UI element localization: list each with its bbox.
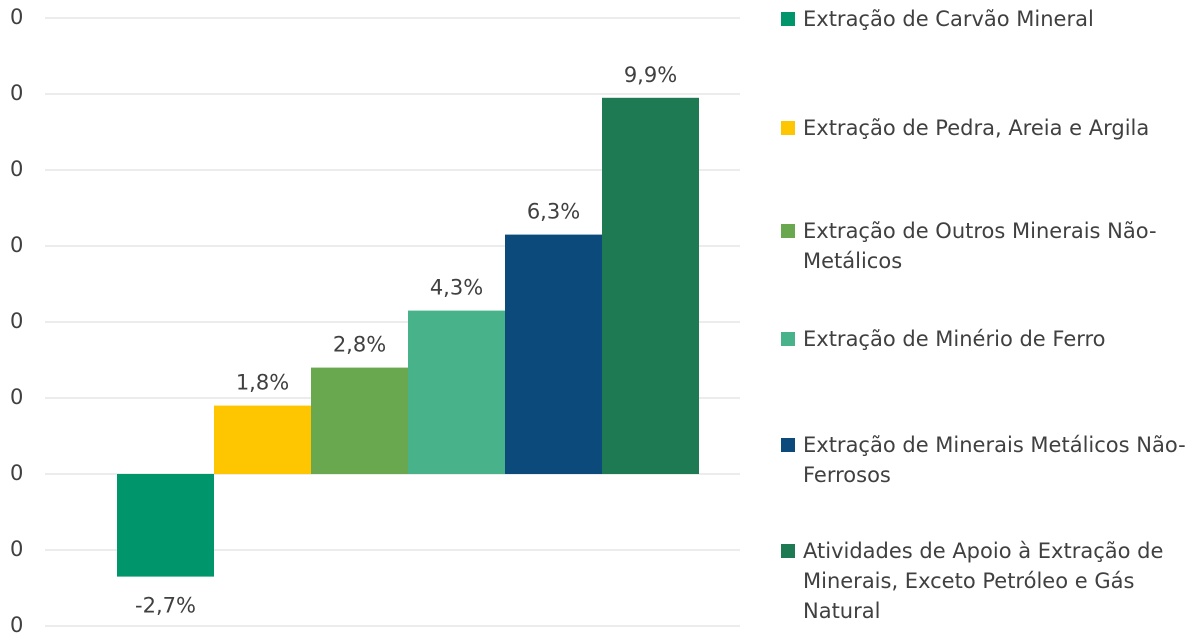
y-tick-label: 0 [10, 385, 23, 409]
legend-label: Extração de Carvão Mineral [803, 7, 1094, 31]
legend-label: Extração de Pedra, Areia e Argila [803, 116, 1150, 140]
chart: 0 0 0 0 0 0 0 0 0 -2,7% 1,8% 2,8% 4,3% 6,3% 9,9% [10, 5, 740, 634]
value-label: 2,8% [333, 333, 386, 357]
bar [311, 367, 408, 474]
legend-item: Atividades de Apoio à Extração de Minera… [781, 536, 1186, 626]
value-label: -2,7% [135, 594, 196, 618]
bar [408, 310, 505, 474]
y-tick-label: 0 [10, 233, 23, 257]
bar [602, 97, 699, 475]
value-label: 9,9% [624, 63, 677, 87]
y-tick-label: 0 [10, 613, 23, 634]
bar [505, 234, 602, 474]
legend-label: Extração de Outros Minerais Não-Metálico… [803, 219, 1157, 273]
legend-swatch [781, 544, 795, 558]
y-tick-label: 0 [10, 309, 23, 333]
legend-swatch [781, 121, 795, 135]
value-label: 4,3% [430, 276, 483, 300]
y-tick-label: 0 [10, 157, 23, 181]
legend-item: Extração de Minério de Ferro [781, 324, 1186, 354]
legend-item: Extração de Outros Minerais Não-Metálico… [781, 216, 1186, 276]
legend-label: Extração de Minerais Metálicos Não-Ferro… [803, 433, 1186, 487]
legend-label: Extração de Minério de Ferro [803, 327, 1106, 351]
legend-swatch [781, 332, 795, 346]
y-tick-label: 0 [10, 5, 23, 29]
y-tick-label: 0 [10, 81, 23, 105]
y-tick-label: 0 [10, 461, 23, 485]
value-label: 1,8% [236, 371, 289, 395]
legend-swatch [781, 224, 795, 238]
legend-item: Extração de Pedra, Areia e Argila [781, 113, 1186, 143]
legend-label: Atividades de Apoio à Extração de Minera… [803, 539, 1164, 623]
bar [214, 405, 311, 474]
legend-swatch [781, 438, 795, 452]
y-tick-label: 0 [10, 537, 23, 561]
bar [117, 474, 214, 577]
legend-swatch [781, 12, 795, 26]
legend-item: Extração de Minerais Metálicos Não-Ferro… [781, 430, 1186, 490]
value-label: 6,3% [527, 200, 580, 224]
legend-item: Extração de Carvão Mineral [781, 4, 1186, 34]
